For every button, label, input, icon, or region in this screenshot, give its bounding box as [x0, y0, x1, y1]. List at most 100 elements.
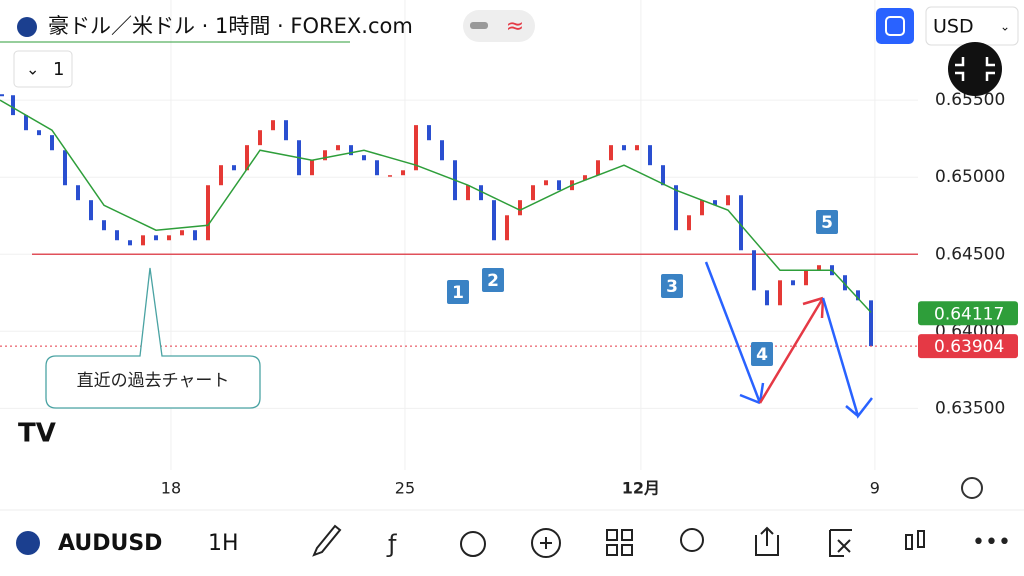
y-tick-label: 0.64500 — [935, 244, 1005, 264]
marker-badge — [482, 268, 504, 292]
footer-interval[interactable]: 1H — [208, 531, 239, 556]
candle — [375, 160, 379, 176]
status-icon — [470, 22, 488, 29]
candle — [505, 215, 509, 241]
candle — [479, 185, 483, 201]
collapse-icon — [955, 57, 995, 81]
share-tool[interactable] — [755, 526, 779, 556]
marker-label: 3 — [666, 277, 678, 297]
candle — [804, 270, 808, 286]
candle — [193, 230, 197, 241]
chevron: ⌄ — [1000, 20, 1010, 34]
marker-badge — [816, 210, 838, 234]
x-tick-label: 18 — [161, 479, 181, 498]
status-pill[interactable] — [463, 10, 535, 42]
settings-icon[interactable] — [961, 477, 983, 499]
y-tick-label: 0.63500 — [935, 398, 1005, 418]
marker-label: 4 — [756, 345, 768, 365]
alert-tool[interactable] — [460, 531, 486, 557]
callout-text: 直近の過去チャート — [77, 371, 230, 391]
candle — [752, 250, 756, 291]
candle — [713, 200, 717, 206]
candle — [739, 195, 743, 251]
candle — [856, 290, 860, 301]
fullscreen-button[interactable] — [876, 8, 914, 44]
price-badge — [918, 334, 1018, 359]
candle — [24, 115, 28, 131]
marker-label: 2 — [487, 271, 499, 291]
candle — [687, 215, 691, 231]
candle — [50, 135, 54, 151]
x-tick-label: 25 — [395, 479, 415, 498]
marker-badge — [751, 342, 773, 366]
layout-tool[interactable] — [606, 529, 618, 541]
symbol-title: 豪ドル／米ドル · 1時間 · FOREX.com — [48, 14, 413, 38]
marker-badge — [661, 274, 683, 298]
more-menu[interactable]: ••• — [972, 530, 1011, 555]
candle — [427, 125, 431, 141]
draw-tool[interactable] — [312, 524, 342, 557]
candle — [11, 95, 15, 116]
toolbar: ƒ — [312, 524, 925, 558]
candle — [323, 150, 327, 161]
candle — [583, 175, 587, 181]
currency-label: USD — [933, 16, 974, 38]
candle — [102, 220, 106, 231]
candle — [115, 230, 119, 241]
chevron: ⌄ — [26, 60, 39, 79]
price-badge-label: 0.63904 — [934, 337, 1004, 357]
x-tick-label: 9 — [870, 479, 880, 498]
marker-badge — [447, 280, 469, 304]
price-badge-label: 0.64117 — [934, 304, 1004, 324]
indicator-toggle[interactable] — [13, 50, 73, 88]
replay-tool[interactable] — [829, 529, 852, 557]
candle — [544, 180, 548, 186]
candle — [492, 200, 496, 241]
candle — [76, 185, 80, 201]
flag-icon — [16, 531, 40, 555]
candle — [89, 200, 93, 221]
candle — [271, 120, 275, 131]
candle — [167, 235, 171, 241]
collapse-button[interactable] — [948, 42, 1002, 96]
candle — [180, 230, 184, 236]
add-tool[interactable] — [531, 528, 561, 558]
marker-label: 1 — [452, 283, 464, 303]
flag-icon — [17, 17, 37, 37]
candle — [401, 170, 405, 176]
candle — [557, 180, 561, 191]
candle — [245, 145, 249, 171]
candle — [440, 140, 444, 161]
candle — [284, 120, 288, 141]
candle — [258, 130, 262, 146]
arrow — [821, 297, 873, 419]
candle — [791, 280, 795, 286]
candle — [869, 300, 873, 347]
candle — [609, 145, 613, 161]
candle — [700, 200, 704, 216]
candle — [219, 165, 223, 186]
footer-symbol[interactable]: AUDUSD — [58, 531, 162, 556]
candle — [531, 185, 535, 201]
candle — [765, 290, 769, 306]
candle — [596, 160, 600, 176]
y-tick-label: 0.65500 — [935, 90, 1005, 110]
callout-box — [45, 267, 261, 409]
candle — [206, 185, 210, 241]
chart-type-tool[interactable] — [905, 534, 913, 550]
candle — [310, 160, 314, 176]
indicator-tool[interactable]: ƒ — [386, 530, 397, 558]
candle — [778, 280, 782, 306]
price-badge — [918, 301, 1018, 326]
moving-average — [0, 99, 872, 313]
candle — [63, 150, 67, 186]
candle — [336, 145, 340, 151]
idea-tool[interactable] — [680, 528, 704, 552]
candle — [726, 195, 730, 206]
candle — [622, 145, 626, 151]
candle — [635, 145, 639, 151]
fullscreen-icon — [885, 16, 905, 36]
candle — [349, 145, 353, 156]
marker-label: 5 — [821, 213, 833, 233]
